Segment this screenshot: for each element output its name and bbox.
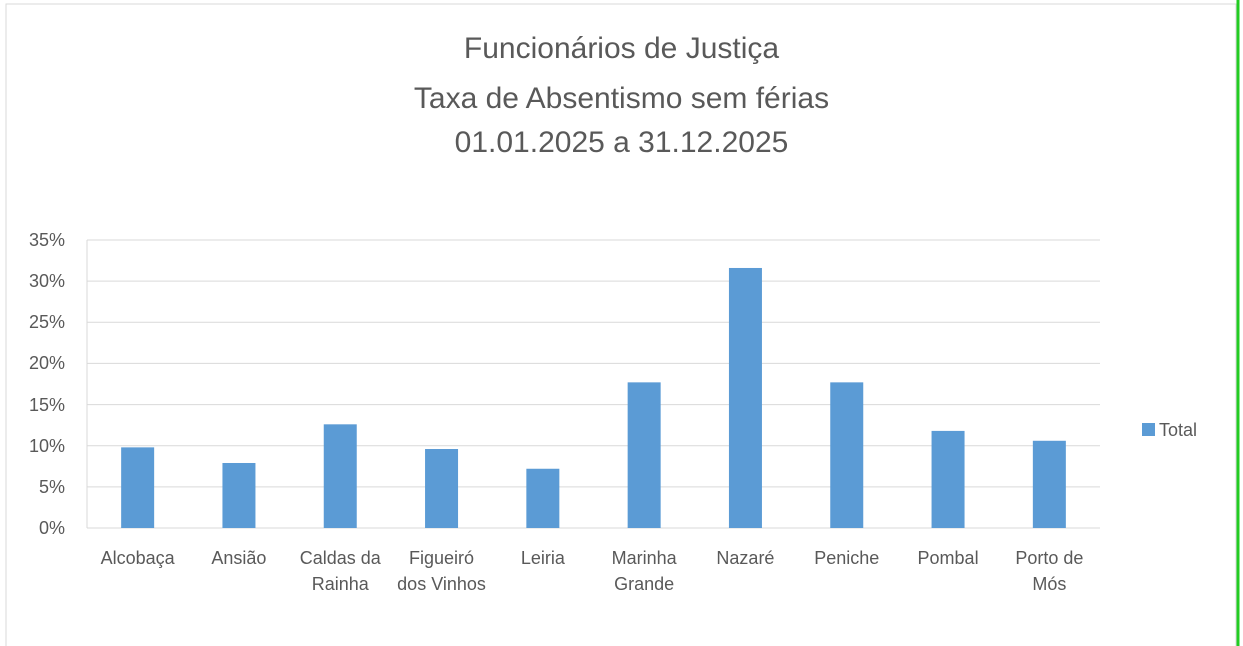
y-tick-label: 25% xyxy=(28,312,65,333)
y-tick-label: 30% xyxy=(28,271,65,292)
x-tick-label: Figueiró dos Vinhos xyxy=(397,548,486,594)
legend-label: Total xyxy=(1159,420,1198,440)
x-tick-label: Nazaré xyxy=(716,548,775,568)
bar xyxy=(323,424,357,528)
chart-frame xyxy=(5,3,1237,646)
chart-title: Funcionários de Justiça xyxy=(463,32,780,65)
x-tick-label: Marinha Grande xyxy=(611,548,677,594)
bar xyxy=(425,449,459,528)
chart-subtitle: Taxa de Absentismo sem férias xyxy=(413,82,830,115)
legend-swatch xyxy=(1142,423,1155,436)
bar xyxy=(627,382,661,528)
y-tick-label: 0% xyxy=(38,518,65,538)
x-tick-label: Ansião xyxy=(211,548,267,568)
bar xyxy=(931,430,965,528)
x-tick-label: Leiria xyxy=(520,548,565,568)
bar xyxy=(830,382,864,528)
x-tick-label: Pombal xyxy=(917,548,979,568)
y-tick-label: 20% xyxy=(28,353,65,374)
chart-subtitle: 01.01.2025 a 31.12.2025 xyxy=(454,126,789,159)
x-tick-label: Alcobaça xyxy=(100,548,175,568)
bar xyxy=(728,267,762,528)
x-tick-label: Porto de Mós xyxy=(1015,548,1084,594)
y-tick-label: 5% xyxy=(38,476,65,497)
x-tick-label: Caldas da Rainha xyxy=(299,548,381,594)
bar xyxy=(222,462,256,528)
y-tick-label: 35% xyxy=(28,230,65,250)
bar xyxy=(526,468,560,528)
bar xyxy=(121,447,155,528)
y-tick-label: 10% xyxy=(28,435,65,456)
y-tick-label: 15% xyxy=(28,394,65,415)
bar xyxy=(1032,440,1066,528)
x-tick-label: Peniche xyxy=(814,548,880,568)
